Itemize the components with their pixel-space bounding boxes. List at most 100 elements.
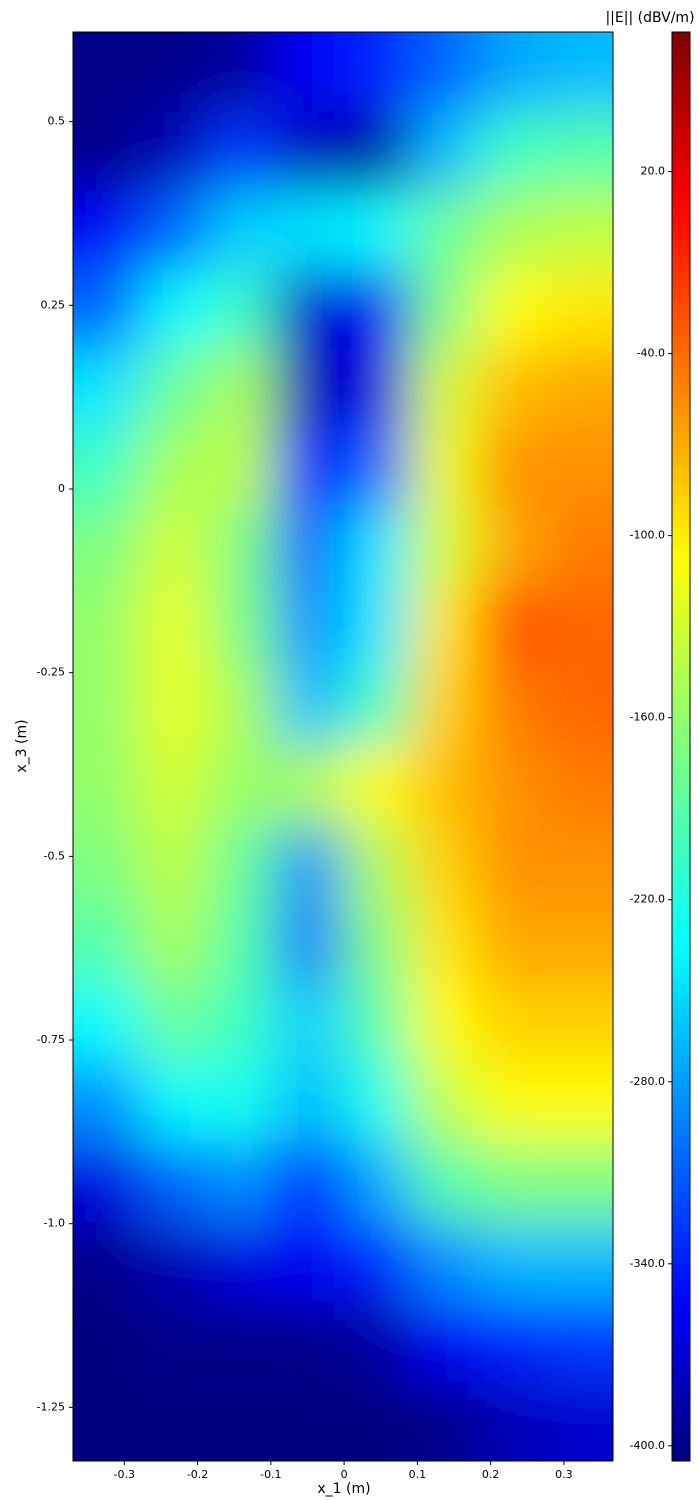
heat-cell: [477, 270, 546, 351]
y-tick-label: 0.25: [41, 298, 66, 311]
heat-cell: [140, 587, 209, 668]
x-tick-label: 0: [341, 1468, 348, 1481]
y-tick-label: 0.5: [48, 115, 66, 128]
heat-cell: [477, 1301, 546, 1382]
heat-cell: [73, 1222, 142, 1303]
y-axis-label: x_3 (m): [14, 719, 30, 772]
heat-cell: [207, 428, 277, 510]
heat-cell: [275, 270, 344, 351]
heat-cell: [342, 1063, 412, 1144]
heat-cell: [207, 111, 277, 192]
heat-cell: [544, 1142, 613, 1224]
heat-cell: [275, 349, 344, 430]
colorbar-tick-label: -160.0: [630, 711, 665, 724]
heat-cell: [544, 508, 613, 589]
heat-cell: [342, 746, 412, 827]
heat-cell: [275, 111, 344, 192]
heat-cell: [342, 984, 412, 1065]
heat-cell: [342, 32, 412, 113]
heat-cell: [410, 666, 479, 748]
heat-cell: [342, 1142, 412, 1224]
colorbar-tick-label: -400.0: [630, 1439, 665, 1452]
heat-cell: [544, 349, 613, 430]
heat-cell: [140, 270, 209, 351]
heat-cell: [275, 984, 344, 1065]
x-tick-label: -0.2: [187, 1468, 208, 1481]
heat-cell: [342, 508, 412, 589]
heat-cell: [342, 1380, 412, 1461]
heat-cell: [544, 111, 613, 192]
heat-cell: [544, 746, 613, 827]
heat-cell: [73, 825, 142, 906]
heat-cell: [342, 428, 412, 510]
heat-cell: [410, 349, 479, 430]
heat-cell: [544, 1380, 613, 1461]
y-tick-label: -0.5: [44, 849, 65, 862]
heat-cell: [140, 746, 209, 827]
heat-cell: [477, 1222, 546, 1303]
heat-cell: [410, 1063, 479, 1144]
heat-cell: [477, 746, 546, 827]
y-tick-label: 0: [58, 482, 65, 495]
colorbar-tick-label: -100.0: [630, 529, 665, 542]
heat-cell: [410, 508, 479, 589]
heat-cell: [207, 1142, 277, 1224]
heat-cell: [73, 111, 142, 192]
heat-cell: [73, 587, 142, 668]
heat-cell: [544, 1222, 613, 1303]
heat-cell: [410, 984, 479, 1065]
plot-frame: [72, 31, 614, 1462]
heat-cell: [477, 32, 546, 113]
heat-cell: [207, 1222, 277, 1303]
heat-cell: [544, 984, 613, 1065]
heat-cell: [477, 508, 546, 589]
heat-cell: [140, 349, 209, 430]
heat-cell: [544, 1063, 613, 1144]
heat-cell: [207, 1380, 277, 1461]
x-tick-label: 0.2: [482, 1468, 500, 1481]
heat-cell: [342, 1301, 412, 1382]
heat-cell: [207, 666, 277, 748]
heat-cell: [477, 190, 546, 272]
heat-cell: [73, 190, 142, 272]
heat-cell: [140, 111, 209, 192]
heat-cell: [140, 904, 209, 986]
heat-cell: [342, 587, 412, 668]
heat-cell: [477, 349, 546, 430]
x-tick-label: 0.3: [555, 1468, 573, 1481]
heat-cell: [140, 1063, 209, 1144]
heat-cell: [275, 190, 344, 272]
heat-cell: [73, 349, 142, 430]
heat-cell: [275, 746, 344, 827]
y-tick-label: -0.25: [37, 666, 65, 679]
heat-cell: [477, 904, 546, 986]
heat-cell: [207, 190, 277, 272]
heat-cell: [342, 666, 412, 748]
heat-cell: [342, 904, 412, 986]
heat-cell: [477, 984, 546, 1065]
heat-cell: [73, 508, 142, 589]
heat-cell: [410, 190, 479, 272]
colorbar-tick-label: 20.0: [641, 165, 666, 178]
heat-cell: [342, 111, 412, 192]
heat-cell: [207, 984, 277, 1065]
x-tick-label: -0.1: [260, 1468, 281, 1481]
heat-cell: [544, 587, 613, 668]
heat-cell: [342, 270, 412, 351]
heat-cell: [477, 428, 546, 510]
colorbar-tick-label: -40.0: [637, 347, 665, 360]
y-tick-label: -1.25: [37, 1400, 65, 1413]
heat-cell: [207, 349, 277, 430]
heat-cell: [140, 1222, 209, 1303]
heat-cell: [73, 984, 142, 1065]
colorbar-tick-label: -280.0: [630, 1075, 665, 1088]
colorbar-tick-label: -220.0: [630, 893, 665, 906]
heat-cell: [410, 1222, 479, 1303]
heat-cell: [140, 508, 209, 589]
heat-cell: [477, 825, 546, 906]
heat-cell: [410, 428, 479, 510]
heat-cell: [544, 825, 613, 906]
heat-cell: [140, 1380, 209, 1461]
